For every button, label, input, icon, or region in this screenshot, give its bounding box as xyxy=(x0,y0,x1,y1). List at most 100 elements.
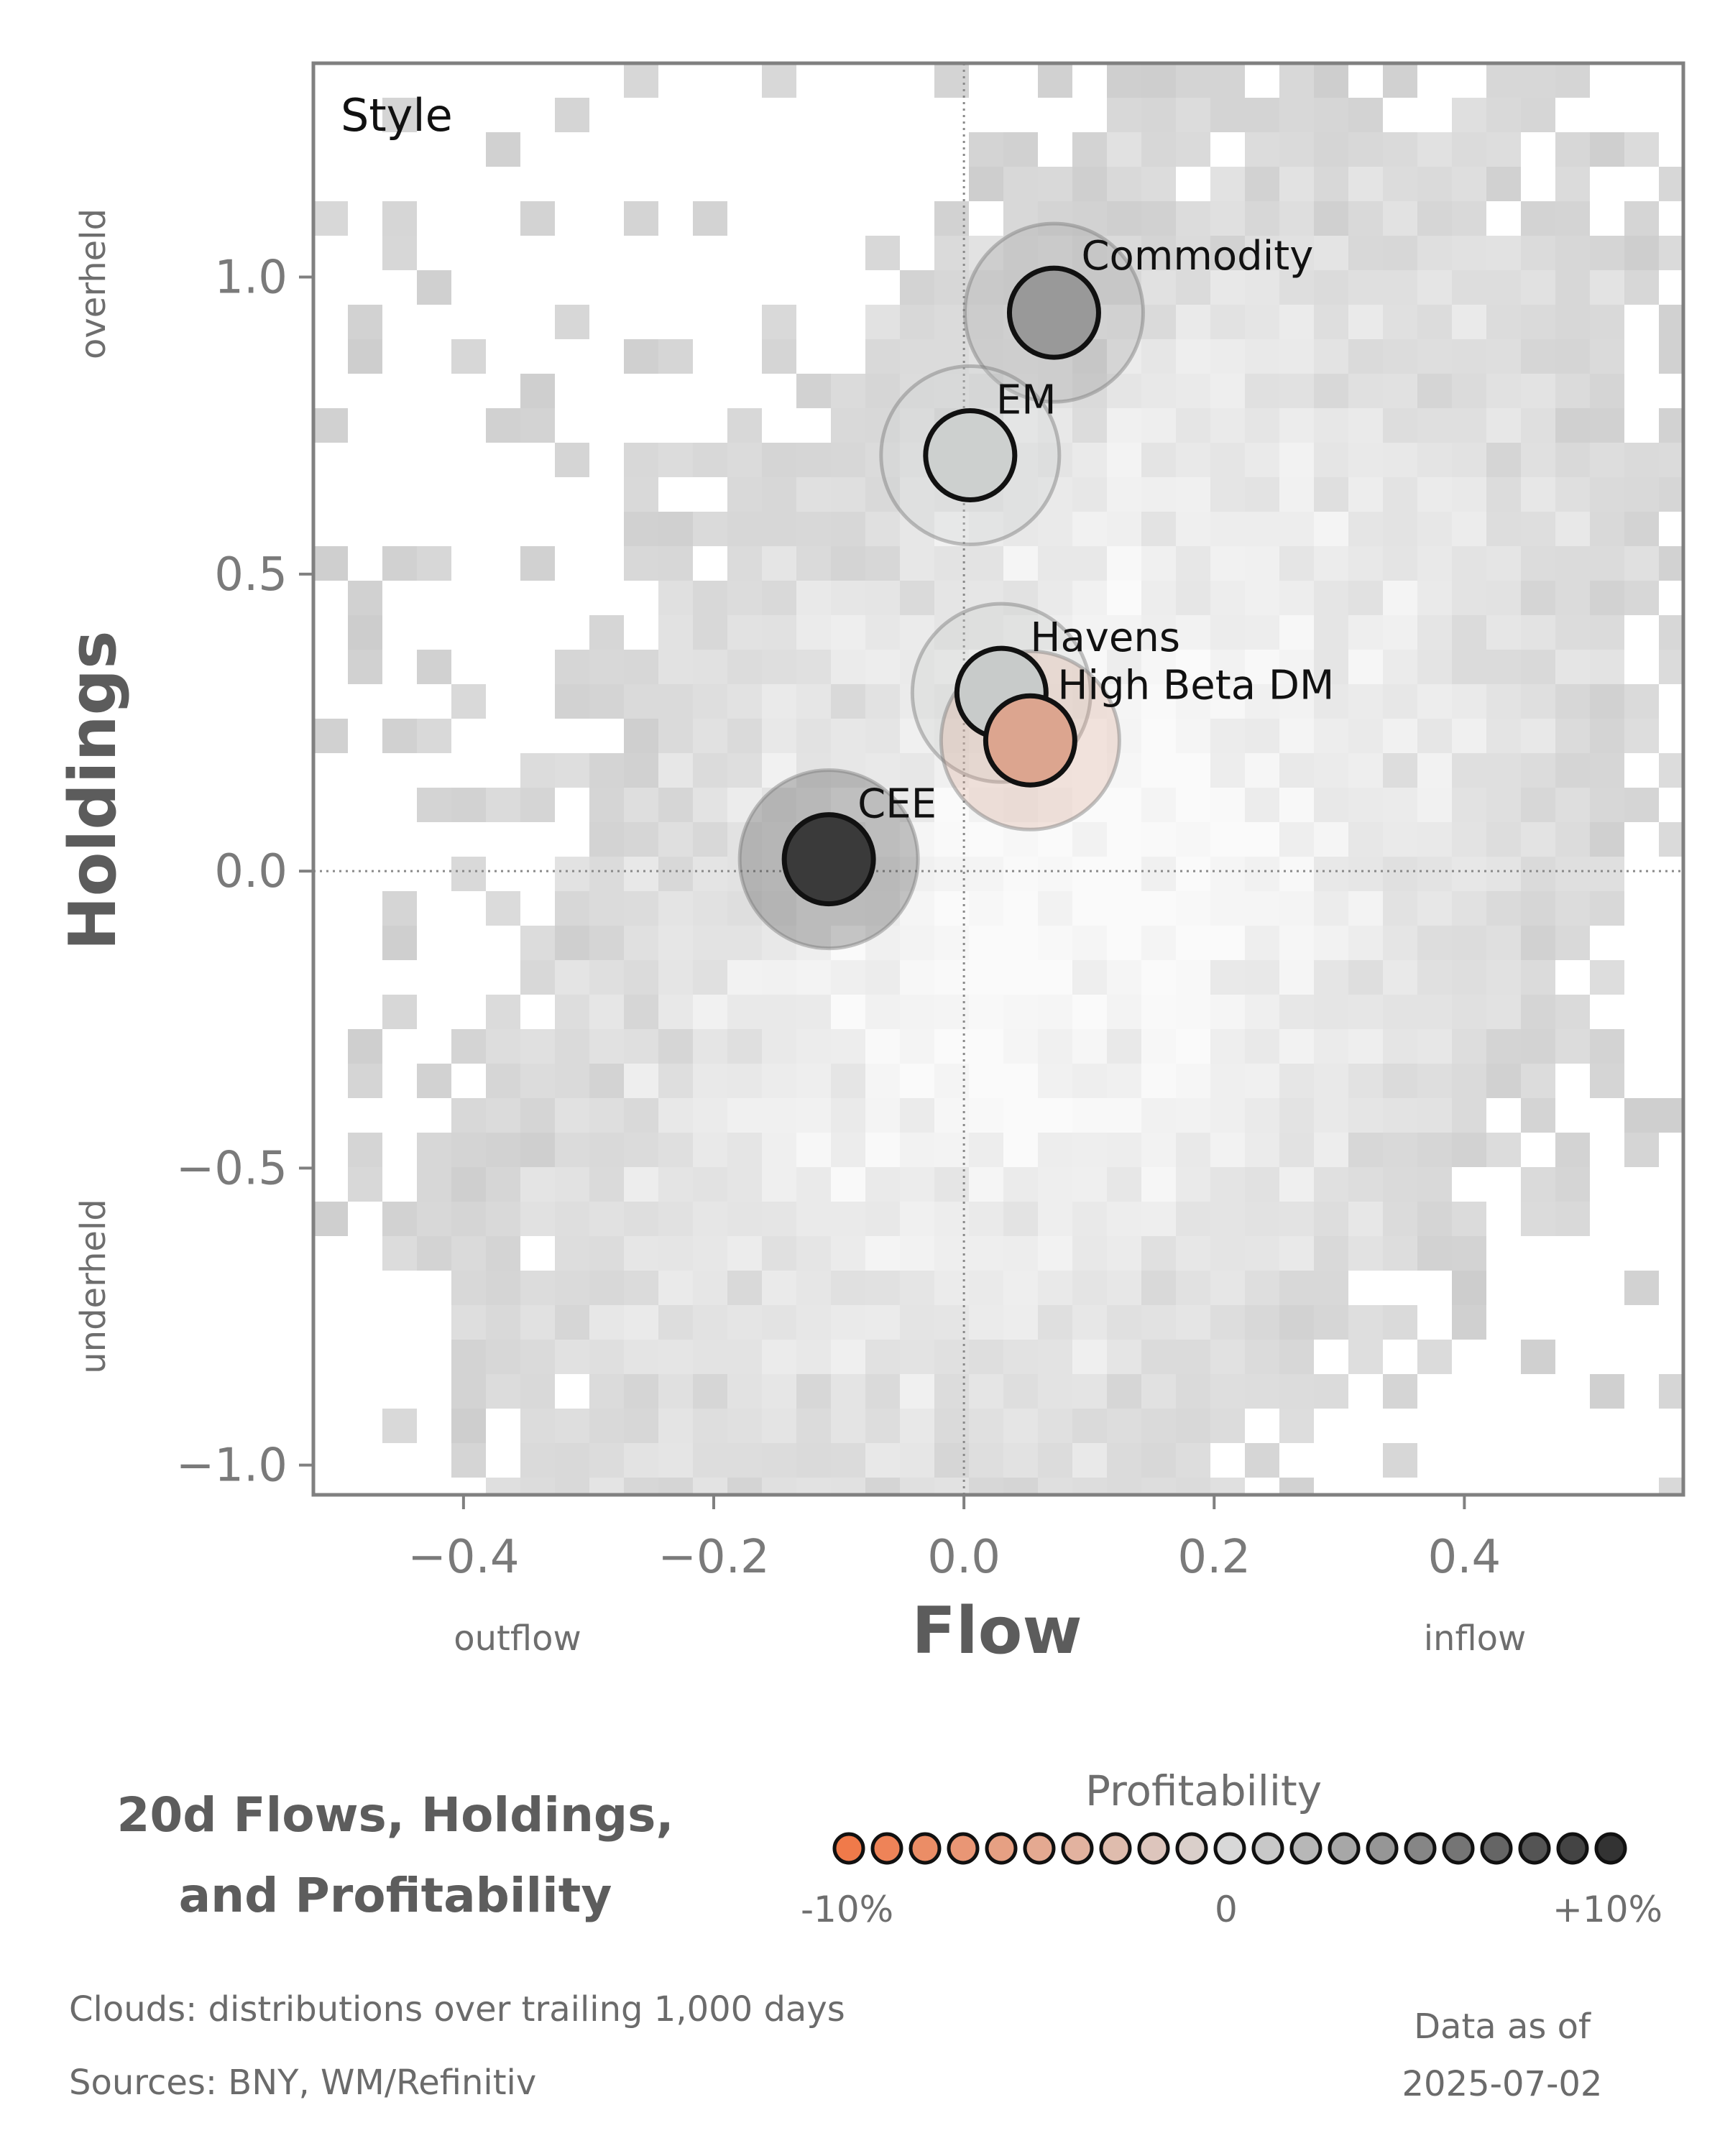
reference-lines xyxy=(313,63,1683,1495)
heatmap-cell xyxy=(1176,650,1210,684)
heatmap-cell xyxy=(520,1374,555,1409)
x-tick-label: 0.0 xyxy=(927,1531,1000,1584)
legend-swatch xyxy=(1251,1832,1284,1865)
heatmap-cell xyxy=(865,512,900,546)
heatmap-cell xyxy=(1590,650,1624,684)
heatmap-cell xyxy=(1486,339,1521,374)
heatmap-cell xyxy=(589,1374,624,1409)
heatmap-cell xyxy=(762,1098,796,1133)
heatmap-cell xyxy=(969,1340,1003,1374)
heatmap-cell xyxy=(762,753,796,788)
heatmap-cell xyxy=(969,339,1003,374)
heatmap-cell xyxy=(900,581,934,615)
heatmap-cell xyxy=(727,926,762,960)
heatmap-cell xyxy=(727,891,762,926)
legend-swatch xyxy=(1442,1832,1475,1865)
heatmap-cell xyxy=(1176,822,1210,857)
heatmap-cell xyxy=(1107,167,1141,201)
heatmap-cell xyxy=(1486,753,1521,788)
heatmap-cell xyxy=(1038,1167,1072,1202)
heatmap-cell xyxy=(658,546,693,581)
heatmap-cell xyxy=(555,305,589,339)
heatmap-cell xyxy=(1348,339,1383,374)
heatmap-cell xyxy=(693,788,727,822)
heatmap-cell xyxy=(555,1236,589,1271)
heatmap-cell xyxy=(1210,270,1245,305)
heatmap-cell xyxy=(1245,167,1279,201)
heatmap-cell xyxy=(900,1409,934,1443)
heatmap-cell xyxy=(1210,1064,1245,1098)
heatmap-cell xyxy=(1107,1271,1141,1305)
heatmap-cell xyxy=(1003,960,1038,995)
heatmap-cell xyxy=(1521,305,1555,339)
heatmap-cell xyxy=(969,1478,1003,1495)
heatmap-cell xyxy=(1176,1409,1210,1443)
heatmap-cell xyxy=(1141,512,1176,546)
heatmap-cell xyxy=(624,650,658,684)
heatmap-cell xyxy=(1141,1236,1176,1271)
heatmap-cell xyxy=(1245,1340,1279,1374)
heatmap-cell xyxy=(1141,339,1176,374)
heatmap-cell xyxy=(1521,98,1555,132)
heatmap-cell xyxy=(727,408,762,443)
heatmap-cell xyxy=(1383,305,1417,339)
heatmap-cell xyxy=(417,270,451,305)
heatmap-cell xyxy=(1486,132,1521,167)
heatmap-cell xyxy=(1555,719,1590,753)
heatmap-cell xyxy=(900,650,934,684)
heatmap-cell xyxy=(1452,891,1486,926)
heatmap-cell xyxy=(1038,1029,1072,1064)
heatmap-cell xyxy=(658,995,693,1029)
heatmap-cell xyxy=(1072,581,1107,615)
heatmap-cell xyxy=(1141,788,1176,822)
heatmap-cell xyxy=(1107,374,1141,408)
heatmap-cell xyxy=(520,1202,555,1236)
heatmap-cell xyxy=(1141,1340,1176,1374)
heatmap-cell xyxy=(1003,201,1038,236)
heatmap-cell xyxy=(1141,1029,1176,1064)
bubble-point xyxy=(983,693,1077,788)
heatmap-cell xyxy=(1659,1374,1683,1409)
heatmap-cell xyxy=(1452,719,1486,753)
heatmap-cell xyxy=(727,822,762,857)
heatmap-cell xyxy=(589,1305,624,1340)
heatmap-cell xyxy=(1210,891,1245,926)
bubble-point xyxy=(1006,265,1101,360)
heatmap-cell xyxy=(624,891,658,926)
heatmap-cell xyxy=(1107,1029,1141,1064)
heatmap-cell xyxy=(762,719,796,753)
heatmap-cell xyxy=(520,1029,555,1064)
heatmap-cell xyxy=(1314,822,1348,857)
heatmap-cell xyxy=(1314,167,1348,201)
heatmap-cell xyxy=(1072,960,1107,995)
heatmap-cell xyxy=(1314,546,1348,581)
heatmap-cell xyxy=(1038,1064,1072,1098)
heatmap-cell xyxy=(1314,512,1348,546)
heatmap-cell xyxy=(900,305,934,339)
heatmap-cell xyxy=(486,1478,520,1495)
heatmap-cell xyxy=(451,339,486,374)
heatmap-cell xyxy=(1072,788,1107,822)
heatmap-cell xyxy=(796,1340,831,1374)
heatmap-cell xyxy=(1314,650,1348,684)
heatmap-cell xyxy=(1659,1098,1683,1133)
heatmap-cell xyxy=(1555,1167,1590,1202)
legend-swatch xyxy=(947,1832,980,1865)
heatmap-cell xyxy=(727,477,762,512)
footer-sources: Sources: BNY, WM/Refinitiv xyxy=(69,2063,537,2103)
heatmap-cell xyxy=(1279,63,1314,98)
heatmap-cell xyxy=(762,1202,796,1236)
heatmap-cell xyxy=(624,546,658,581)
heatmap-cell xyxy=(1141,374,1176,408)
heatmap-cell xyxy=(727,546,762,581)
heatmap-cell xyxy=(1521,960,1555,995)
heatmap-cell xyxy=(1003,857,1038,891)
heatmap-cell xyxy=(865,615,900,650)
heatmap-cell xyxy=(1521,753,1555,788)
heatmap-cell xyxy=(1590,1029,1624,1064)
heatmap-cell xyxy=(831,1064,865,1098)
heatmap-cell xyxy=(1141,1271,1176,1305)
heatmap-cell xyxy=(1521,236,1555,270)
bubble-label: CEE xyxy=(857,781,937,828)
heatmap-cell xyxy=(1624,1098,1659,1133)
